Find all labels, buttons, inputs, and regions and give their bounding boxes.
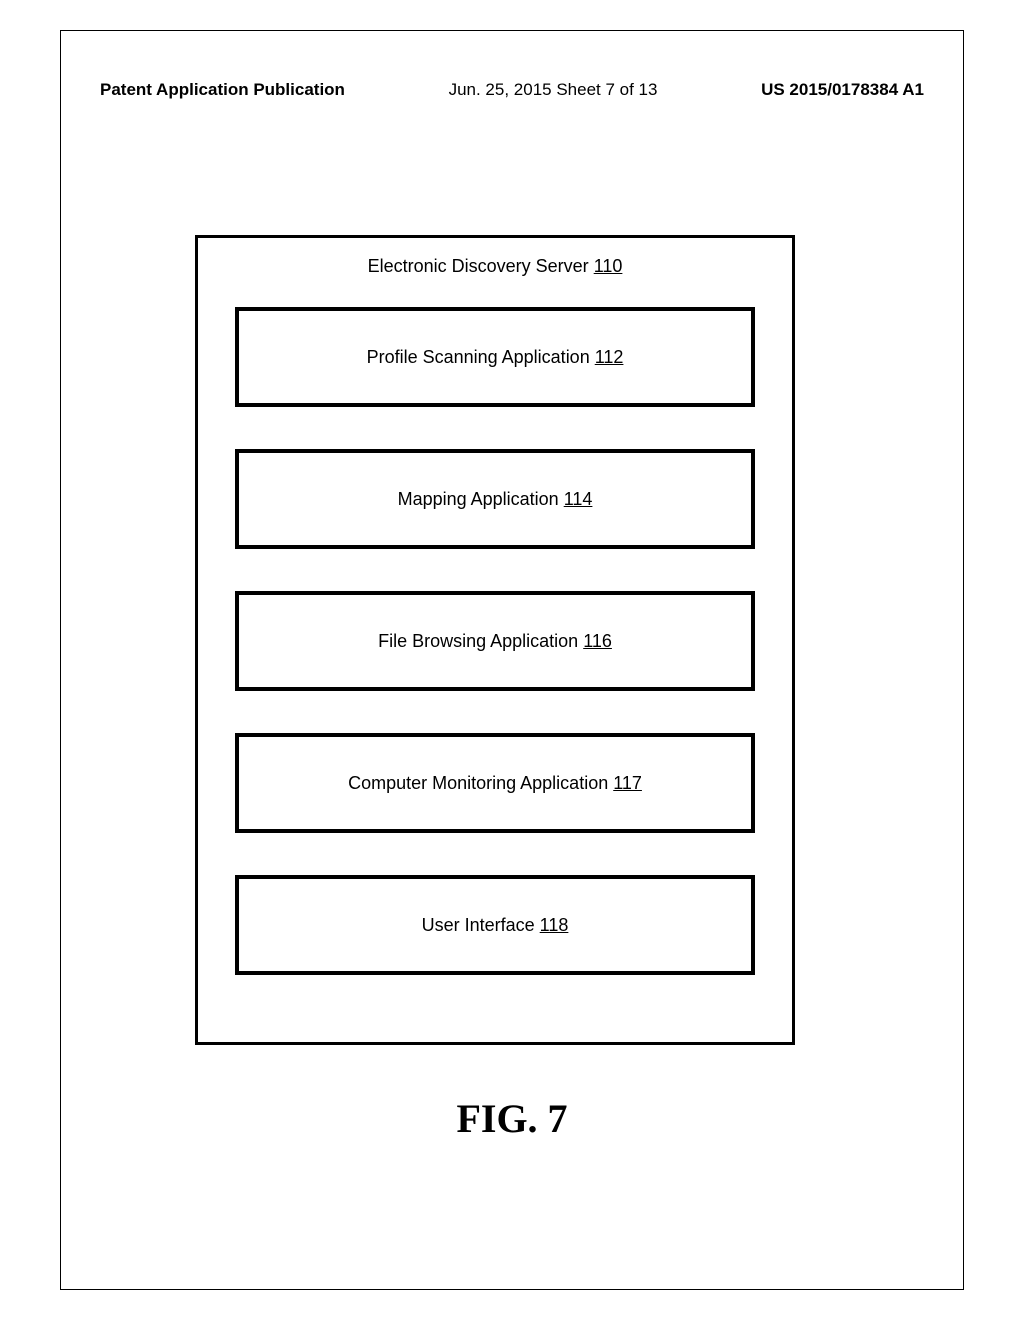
- header-date-sheet: Jun. 25, 2015 Sheet 7 of 13: [449, 80, 658, 100]
- page-header: Patent Application Publication Jun. 25, …: [100, 80, 924, 100]
- box-ref: 116: [583, 631, 612, 651]
- box-label: User Interface 118: [422, 915, 569, 936]
- box-ref: 112: [595, 347, 624, 367]
- server-block: Electronic Discovery Server 110 Profile …: [195, 235, 795, 1045]
- box-text: User Interface: [422, 915, 540, 935]
- box-label: Profile Scanning Application 112: [367, 347, 624, 368]
- box-text: Profile Scanning Application: [367, 347, 595, 367]
- user-interface-box: User Interface 118: [235, 875, 755, 975]
- box-ref: 117: [613, 773, 642, 793]
- computer-monitoring-box: Computer Monitoring Application 117: [235, 733, 755, 833]
- server-title-text: Electronic Discovery Server: [368, 256, 594, 276]
- box-label: Computer Monitoring Application 117: [348, 773, 642, 794]
- header-pub-number: US 2015/0178384 A1: [761, 80, 924, 100]
- box-ref: 114: [564, 489, 593, 509]
- box-label: Mapping Application 114: [398, 489, 593, 510]
- box-label: File Browsing Application 116: [378, 631, 612, 652]
- file-browsing-box: File Browsing Application 116: [235, 591, 755, 691]
- profile-scanning-box: Profile Scanning Application 112: [235, 307, 755, 407]
- header-publication: Patent Application Publication: [100, 80, 345, 100]
- server-title-ref: 110: [594, 256, 623, 276]
- server-title: Electronic Discovery Server 110: [368, 256, 623, 277]
- box-text: File Browsing Application: [378, 631, 583, 651]
- box-ref: 118: [540, 915, 569, 935]
- box-text: Computer Monitoring Application: [348, 773, 613, 793]
- figure-label: FIG. 7: [0, 1095, 1024, 1142]
- box-text: Mapping Application: [398, 489, 564, 509]
- mapping-box: Mapping Application 114: [235, 449, 755, 549]
